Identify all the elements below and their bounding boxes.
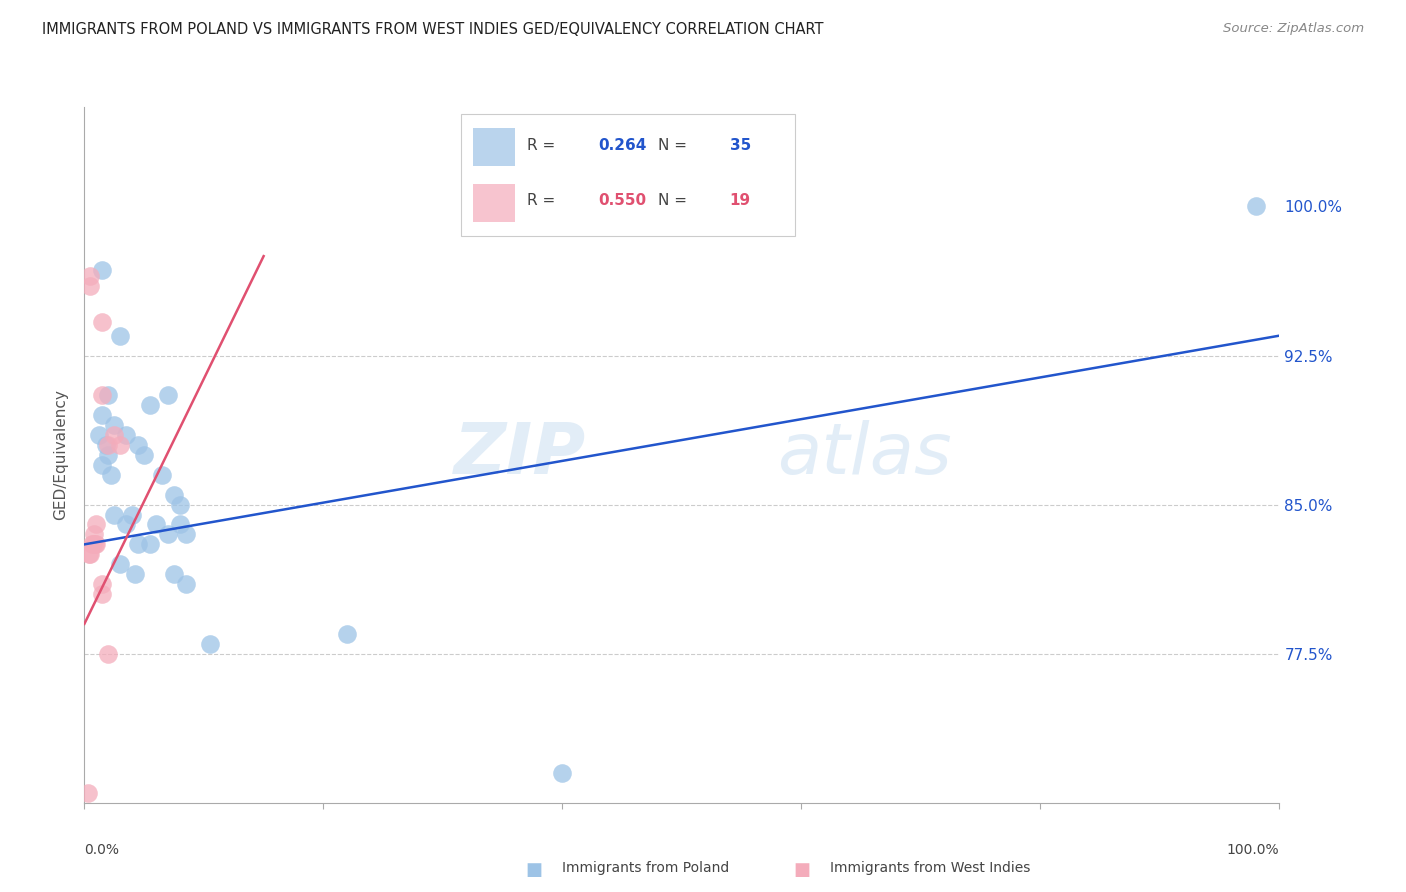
Point [103, 508, 125, 522]
Point [139, 537, 162, 551]
Y-axis label: GED/Equivalency: GED/Equivalency [53, 390, 69, 520]
Point [150, 467, 173, 482]
Point [79, 547, 101, 561]
Point [139, 398, 162, 412]
Point [91, 263, 114, 277]
Text: atlas: atlas [778, 420, 952, 490]
Point [124, 567, 146, 582]
Point [157, 388, 180, 402]
Point [132, 448, 156, 462]
Point [91, 388, 114, 402]
Point [97, 448, 120, 462]
Point [127, 438, 149, 452]
Point [551, 766, 574, 780]
Text: N =: N = [658, 137, 692, 153]
Point [91, 577, 114, 591]
Text: ZIP: ZIP [454, 420, 586, 490]
Point [83, 527, 105, 541]
Point [127, 537, 149, 551]
Point [103, 428, 125, 442]
Point [97, 647, 120, 661]
Point [91, 587, 114, 601]
Text: Immigrants from Poland: Immigrants from Poland [562, 861, 730, 875]
Point [77, 786, 100, 800]
Point [1244, 199, 1267, 213]
Point [94, 438, 117, 452]
Point [87, 428, 110, 442]
Point [115, 428, 138, 442]
Text: 100.0%: 100.0% [1227, 843, 1279, 857]
Point [110, 558, 132, 572]
Point [79, 279, 101, 293]
Point [336, 627, 359, 641]
Point [163, 567, 186, 582]
Point [174, 527, 197, 541]
Point [115, 517, 138, 532]
Point [97, 438, 120, 452]
Text: 0.0%: 0.0% [84, 843, 120, 857]
Point [163, 488, 186, 502]
Point [91, 458, 114, 472]
Point [91, 315, 114, 329]
Point [100, 467, 122, 482]
Point [174, 577, 197, 591]
Point [157, 527, 180, 541]
Text: 19: 19 [730, 194, 751, 209]
Point [79, 268, 101, 283]
Point [84, 537, 107, 551]
FancyBboxPatch shape [472, 184, 515, 222]
Text: 35: 35 [730, 137, 751, 153]
Text: 0.550: 0.550 [599, 194, 647, 209]
Text: IMMIGRANTS FROM POLAND VS IMMIGRANTS FROM WEST INDIES GED/EQUIVALENCY CORRELATIO: IMMIGRANTS FROM POLAND VS IMMIGRANTS FRO… [42, 22, 824, 37]
Text: Immigrants from West Indies: Immigrants from West Indies [830, 861, 1031, 875]
Point [145, 517, 167, 532]
Point [97, 388, 120, 402]
Point [121, 508, 143, 522]
Point [110, 438, 132, 452]
Text: R =: R = [527, 194, 560, 209]
Point [103, 418, 125, 433]
Point [91, 408, 114, 422]
FancyBboxPatch shape [472, 128, 515, 166]
Text: N =: N = [658, 194, 692, 209]
Point [86, 517, 108, 532]
Point [169, 517, 191, 532]
Text: ■: ■ [793, 861, 810, 879]
Text: 0.264: 0.264 [599, 137, 647, 153]
Point [80, 537, 103, 551]
Text: Source: ZipAtlas.com: Source: ZipAtlas.com [1223, 22, 1364, 36]
Text: ■: ■ [526, 861, 543, 879]
Point [169, 498, 191, 512]
FancyBboxPatch shape [461, 114, 796, 235]
Text: R =: R = [527, 137, 560, 153]
Point [110, 328, 132, 343]
Point [77, 547, 100, 561]
Point [82, 537, 104, 551]
Point [86, 537, 108, 551]
Point [198, 637, 221, 651]
